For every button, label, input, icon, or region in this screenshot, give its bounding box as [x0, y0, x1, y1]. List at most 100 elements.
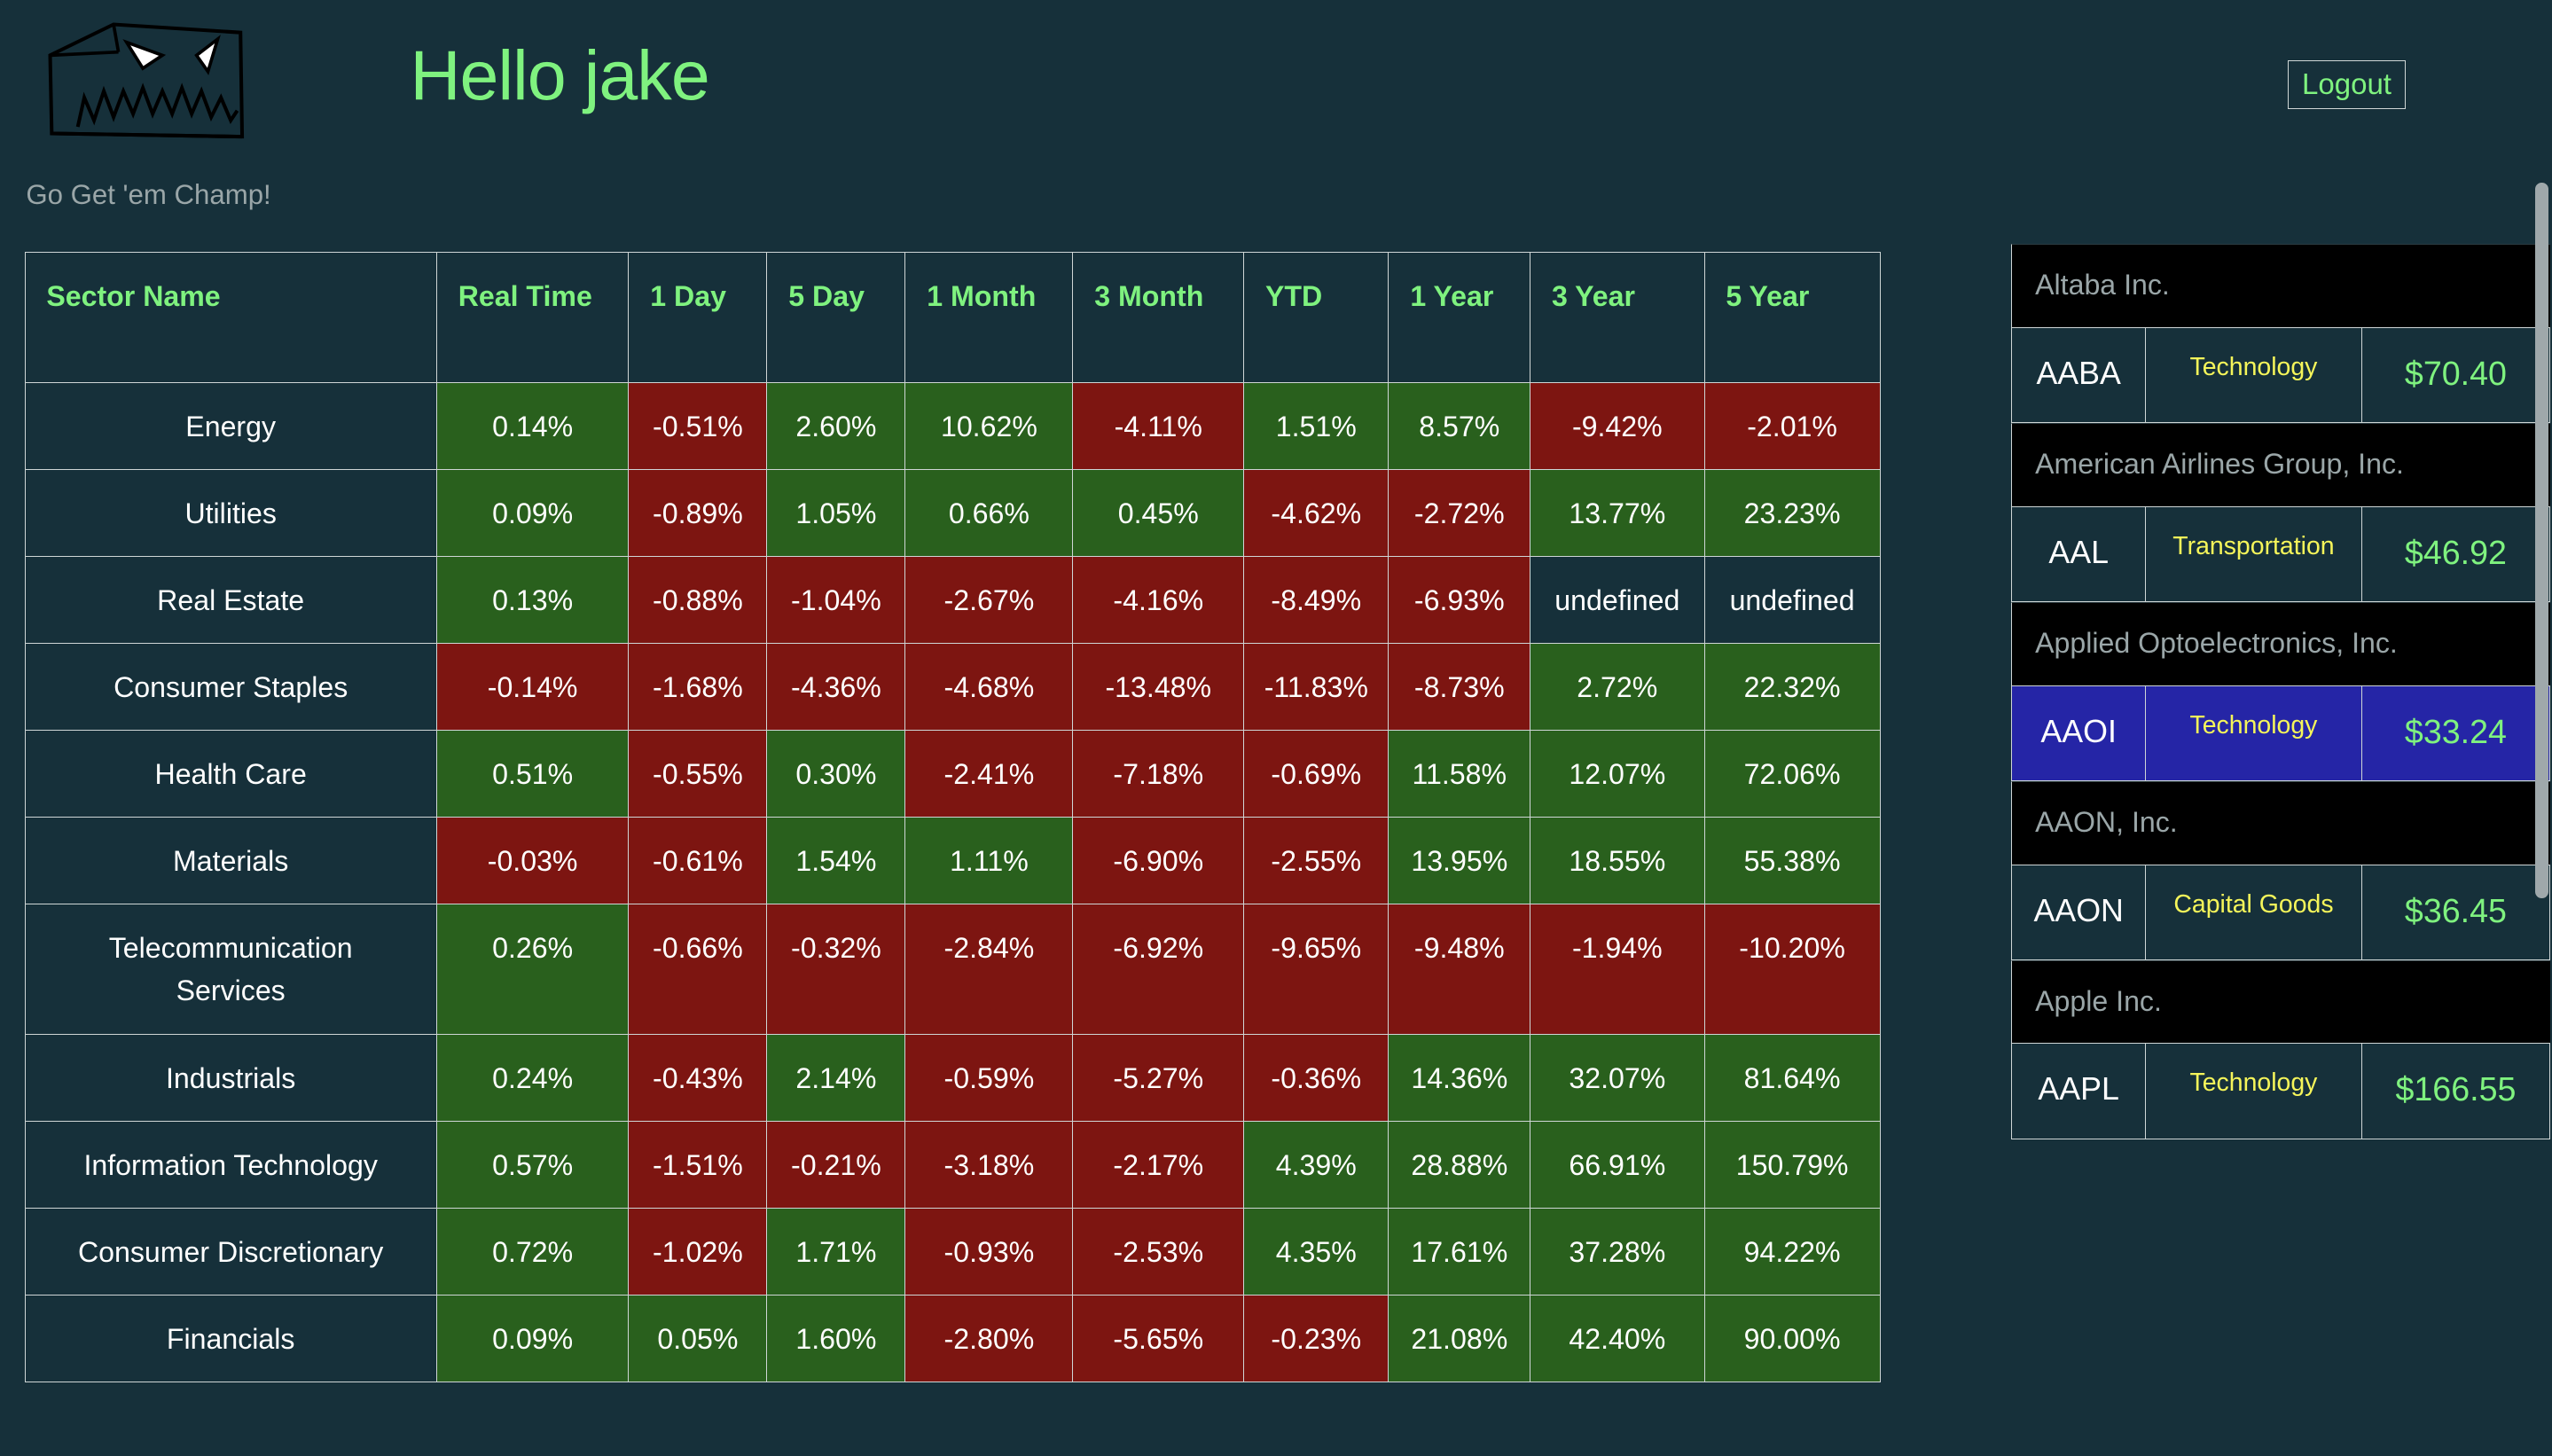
- performance-cell: 10.62%: [904, 382, 1074, 471]
- stock-list-item[interactable]: Applied Optoelectronics, Inc. AAOI Technol…: [2011, 602, 2550, 781]
- column-header: 5 Day: [766, 252, 906, 384]
- stock-sector: Capital Goods: [2146, 865, 2362, 959]
- performance-cell: 2.60%: [766, 382, 906, 471]
- performance-cell: -1.51%: [628, 1121, 768, 1209]
- stock-sector: Transportation: [2146, 506, 2362, 602]
- performance-cell: 4.39%: [1243, 1121, 1390, 1209]
- stock-price: $36.45: [2404, 891, 2507, 929]
- stock-row[interactable]: AABA Technology $70.40: [2011, 326, 2550, 424]
- performance-cell: -0.32%: [766, 904, 906, 1036]
- performance-cell: -2.67%: [904, 556, 1074, 645]
- column-header: 1 Year: [1388, 252, 1531, 384]
- performance-cell: -6.93%: [1388, 556, 1531, 645]
- stock-list-item[interactable]: Altaba Inc. AABA Technology $70.40: [2011, 244, 2550, 424]
- performance-cell: -10.20%: [1703, 904, 1881, 1036]
- performance-cell: 14.36%: [1388, 1034, 1531, 1123]
- stock-symbol: AAPL: [2012, 1044, 2146, 1139]
- performance-cell: -2.72%: [1388, 469, 1531, 558]
- performance-cell: 55.38%: [1703, 817, 1881, 905]
- column-header: 1 Month: [904, 252, 1074, 384]
- performance-cell: 4.35%: [1243, 1208, 1390, 1296]
- performance-cell: -4.16%: [1072, 556, 1245, 645]
- performance-cell: 8.57%: [1388, 382, 1531, 471]
- sector-name-cell: Consumer Staples: [24, 643, 437, 732]
- stock-symbol: AAON: [2012, 865, 2146, 959]
- performance-cell: -0.43%: [628, 1034, 768, 1123]
- performance-cell: 1.54%: [766, 817, 906, 905]
- table-row: Information Technology 0.57% -1.51% -0.21% -…: [24, 1121, 1881, 1209]
- stock-row[interactable]: AAON Capital Goods $36.45: [2011, 864, 2550, 960]
- performance-cell: 2.14%: [766, 1034, 906, 1123]
- monster-logo-icon: [45, 20, 247, 140]
- stock-list-item[interactable]: Apple Inc. AAPL Technology $166.55: [2011, 959, 2550, 1139]
- performance-cell: 1.60%: [766, 1295, 906, 1383]
- sector-name-cell: Materials: [24, 817, 437, 905]
- performance-cell: -4.11%: [1072, 382, 1245, 471]
- performance-cell: 81.64%: [1703, 1034, 1881, 1123]
- performance-cell: 0.24%: [435, 1034, 630, 1123]
- company-name: Apple Inc.: [2011, 959, 2550, 1044]
- performance-cell: 0.09%: [435, 469, 630, 558]
- performance-cell: -0.21%: [766, 1121, 906, 1209]
- performance-cell: -4.36%: [766, 643, 906, 732]
- stock-price: $33.24: [2404, 712, 2507, 750]
- stock-list-item[interactable]: AAON, Inc. AAON Capital Goods $36.45: [2011, 780, 2550, 960]
- performance-cell: -9.48%: [1388, 904, 1531, 1036]
- performance-cell: 150.79%: [1703, 1121, 1881, 1209]
- column-header: 3 Month: [1072, 252, 1245, 384]
- logout-button[interactable]: Logout: [2288, 59, 2406, 109]
- stock-symbol: AAOI: [2012, 685, 2146, 780]
- stock-sector: Technology: [2146, 1044, 2362, 1139]
- stock-row[interactable]: AAOI Technology $33.24: [2011, 685, 2550, 781]
- performance-cell: -2.17%: [1072, 1121, 1245, 1209]
- performance-cell: -0.93%: [904, 1208, 1074, 1296]
- performance-cell: undefined: [1703, 556, 1881, 645]
- stock-row[interactable]: AAL Transportation $46.92: [2011, 505, 2550, 603]
- performance-cell: -4.68%: [904, 643, 1074, 732]
- performance-cell: -9.42%: [1530, 382, 1705, 471]
- performance-cell: 0.26%: [435, 904, 630, 1036]
- company-name: AAON, Inc.: [2011, 780, 2550, 865]
- stock-price: $166.55: [2395, 1070, 2517, 1108]
- performance-cell: 42.40%: [1530, 1295, 1705, 1383]
- performance-cell: -2.53%: [1072, 1208, 1245, 1296]
- performance-cell: 0.05%: [628, 1295, 768, 1383]
- performance-cell: -1.02%: [628, 1208, 768, 1296]
- performance-cell: -8.73%: [1388, 643, 1531, 732]
- column-header: 1 Day: [628, 252, 768, 384]
- performance-cell: -3.18%: [904, 1121, 1074, 1209]
- sector-name-cell: Energy: [24, 382, 437, 471]
- sector-name-cell: Health Care: [24, 730, 437, 818]
- performance-cell: -0.89%: [628, 469, 768, 558]
- sector-name-cell: Real Estate: [24, 556, 437, 645]
- sector-name-cell: Industrials: [24, 1034, 437, 1123]
- column-header: 3 Year: [1530, 252, 1705, 384]
- performance-cell: 0.51%: [435, 730, 630, 818]
- table-row: Energy 0.14% -0.51% 2.60% 10.62% -4.11% 1.51% 8…: [24, 382, 1881, 471]
- performance-cell: -2.41%: [904, 730, 1074, 818]
- stock-symbol: AAL: [2012, 506, 2146, 602]
- table-row: Consumer Discretionary 0.72% -1.02% 1.71% -0…: [24, 1208, 1881, 1296]
- sector-name-cell: Financials: [24, 1295, 437, 1383]
- performance-cell: 1.11%: [904, 817, 1074, 905]
- performance-cell: -4.62%: [1243, 469, 1390, 558]
- performance-cell: -0.61%: [628, 817, 768, 905]
- column-header: Sector Name: [24, 252, 437, 384]
- performance-cell: -2.01%: [1703, 382, 1881, 471]
- stock-row[interactable]: AAPL Technology $166.55: [2011, 1043, 2550, 1139]
- performance-cell: 12.07%: [1530, 730, 1705, 818]
- performance-cell: 17.61%: [1388, 1208, 1531, 1296]
- stock-list[interactable]: Altaba Inc. AABA Technology $70.40 American …: [2011, 244, 2551, 1139]
- performance-cell: 1.71%: [766, 1208, 906, 1296]
- performance-cell: -6.90%: [1072, 817, 1245, 905]
- performance-cell: -0.03%: [435, 817, 630, 905]
- performance-cell: -5.65%: [1072, 1295, 1245, 1383]
- performance-cell: -0.69%: [1243, 730, 1390, 818]
- stock-list-item[interactable]: American Airlines Group, Inc. AAL Transpor…: [2011, 423, 2550, 603]
- performance-cell: 72.06%: [1703, 730, 1881, 818]
- performance-cell: 0.66%: [904, 469, 1074, 558]
- company-name: American Airlines Group, Inc.: [2011, 423, 2550, 506]
- stock-sector: Technology: [2146, 327, 2362, 423]
- stock-list-scrollbar[interactable]: [2535, 182, 2549, 899]
